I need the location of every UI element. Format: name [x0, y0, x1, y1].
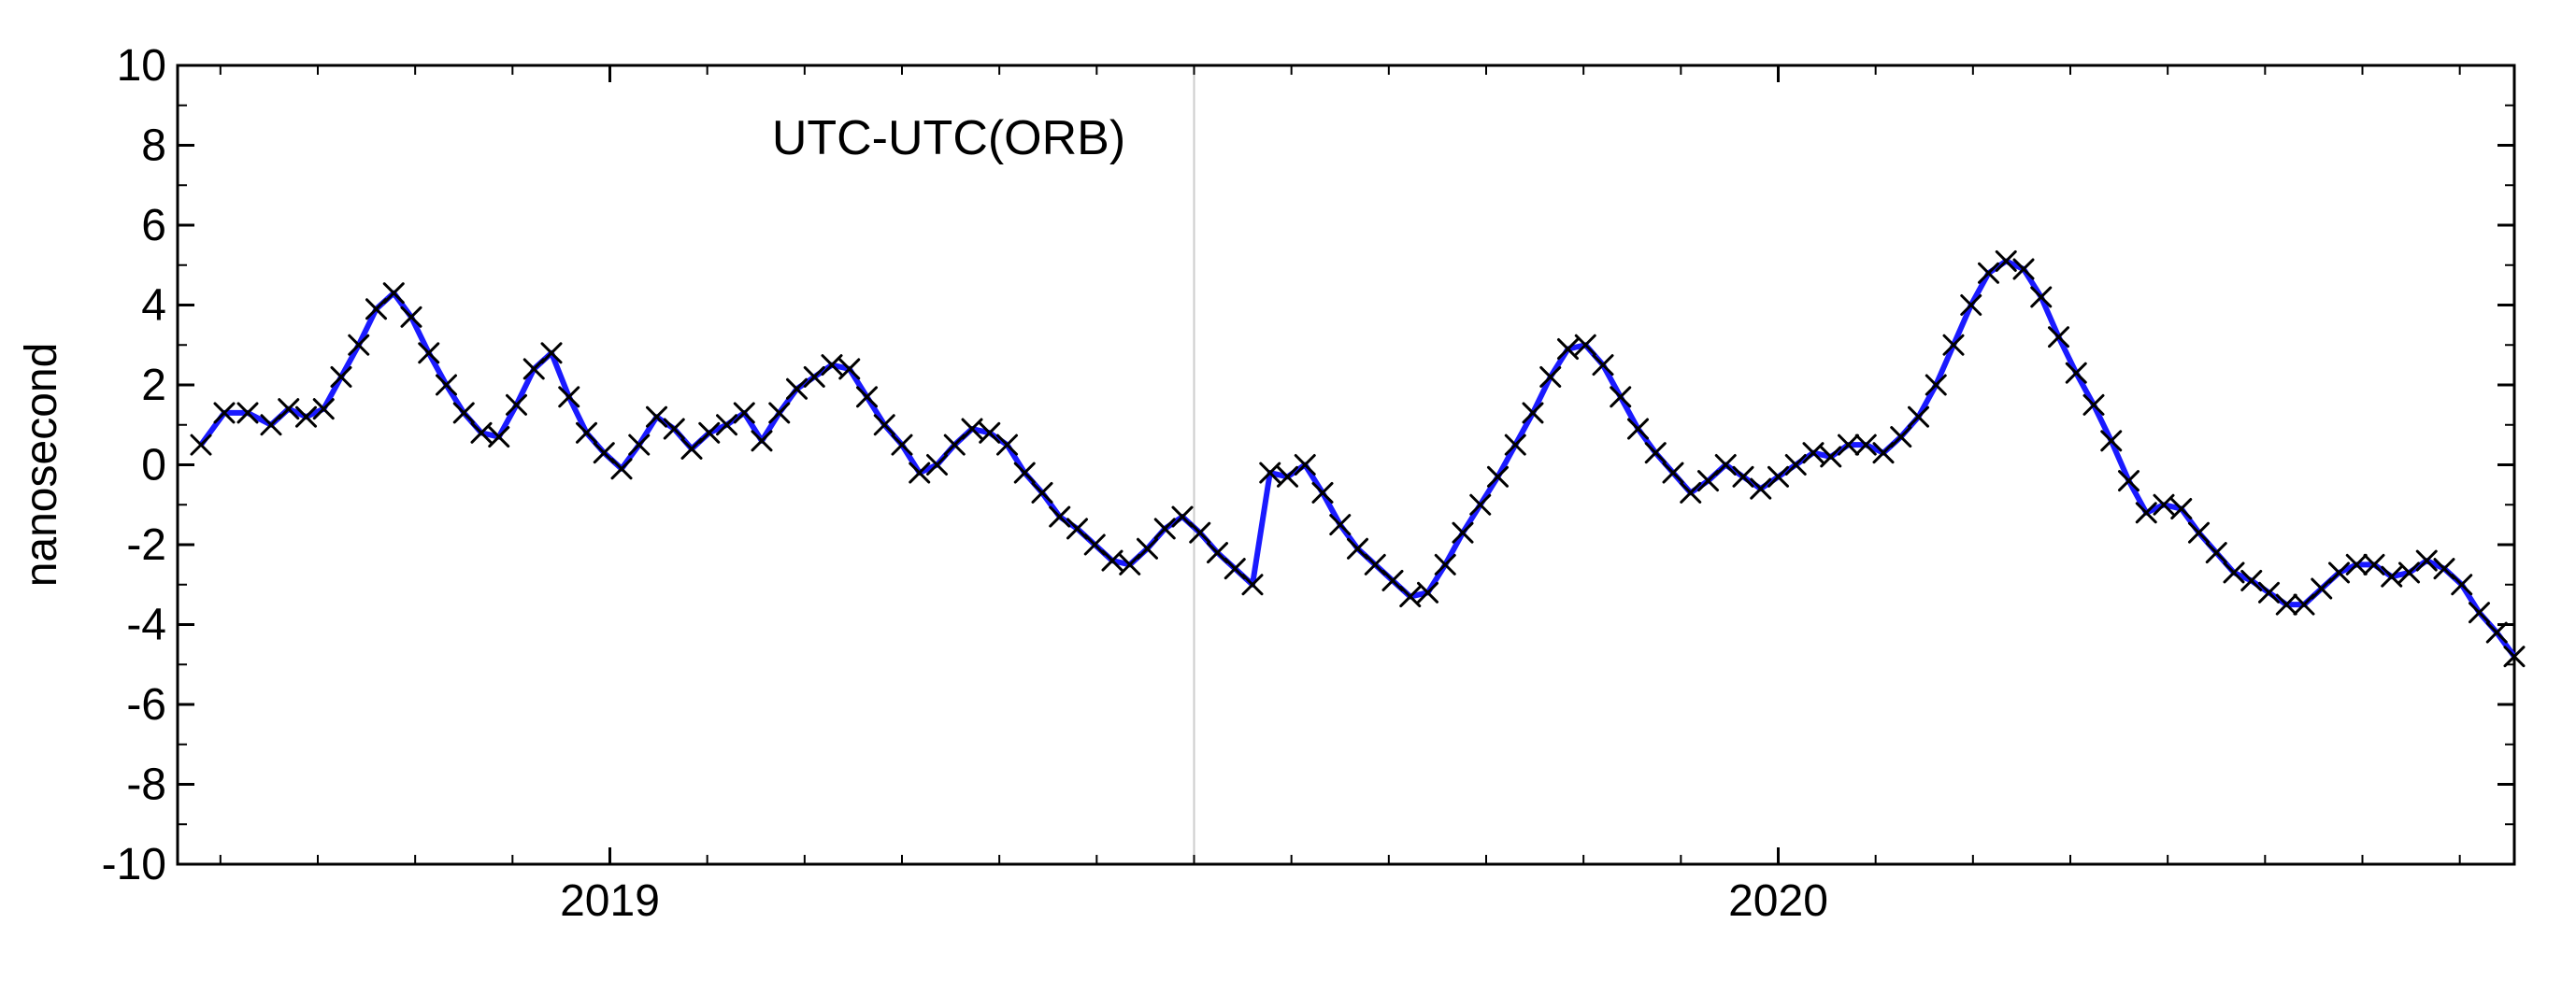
- ytick-label: -10: [102, 840, 166, 889]
- chart-title: UTC-UTC(ORB): [772, 111, 1125, 165]
- chart-svg: -10 -8 -6 -4 -2 0 2 4 6 8 10 2019 2020 nanosecond UTC-…: [19, 19, 2557, 976]
- ytick-label: 4: [141, 281, 166, 331]
- ytick-label: 2: [141, 361, 166, 410]
- ytick-label: -4: [126, 601, 166, 650]
- ytick-label: 0: [141, 441, 166, 490]
- ytick-label: 6: [141, 201, 166, 250]
- ytick-label: 10: [117, 41, 166, 91]
- timeseries-chart: -10 -8 -6 -4 -2 0 2 4 6 8 10 2019 2020 nanosecond UTC-…: [19, 19, 2557, 976]
- xtick-label: 2020: [1728, 876, 1828, 926]
- ytick-label: -6: [126, 680, 166, 730]
- ytick-label: -2: [126, 520, 166, 570]
- ytick-label: 8: [141, 121, 166, 171]
- xtick-label: 2019: [560, 876, 660, 926]
- ytick-label: -8: [126, 760, 166, 810]
- y-axis-label: nanosecond: [19, 343, 66, 588]
